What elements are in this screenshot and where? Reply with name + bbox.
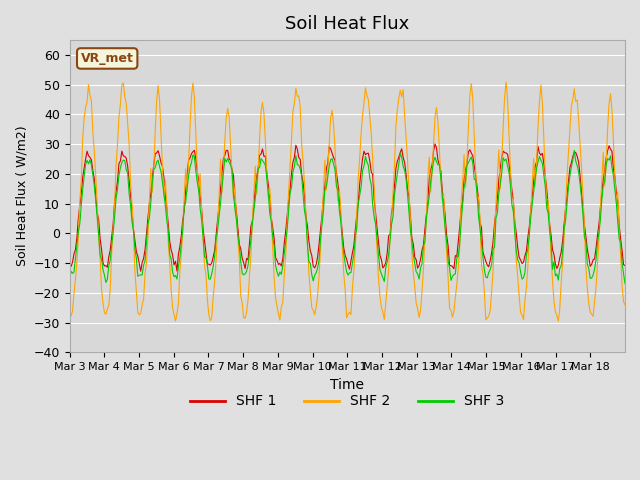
SHF 3 [461, 179, 469, 184]
SHF 2 [502, 79, 510, 85]
SHF 1 [465, 149, 472, 155]
SHF 3 [544, 210, 552, 216]
SHF 1 [353, 212, 360, 218]
SHF 1 [137, 268, 145, 274]
SHF 1 [620, 262, 627, 267]
SHF 2 [620, 299, 627, 304]
Title: Soil Heat Flux: Soil Heat Flux [285, 15, 410, 33]
SHF 1 [84, 153, 92, 159]
Line: SHF 3: SHF 3 [70, 150, 625, 284]
SHF 3 [570, 147, 578, 153]
Text: VR_met: VR_met [81, 52, 134, 65]
X-axis label: Time: Time [330, 377, 364, 392]
Y-axis label: Soil Heat Flux ( W/m2): Soil Heat Flux ( W/m2) [15, 126, 28, 266]
SHF 3 [621, 281, 629, 287]
SHF 1 [102, 263, 109, 269]
SHF 2 [66, 313, 74, 319]
SHF 2 [461, 185, 469, 191]
Legend: SHF 1, SHF 2, SHF 3: SHF 1, SHF 2, SHF 3 [185, 389, 510, 414]
SHF 3 [102, 279, 109, 285]
SHF 1 [66, 260, 74, 265]
SHF 3 [618, 261, 626, 266]
SHF 3 [66, 275, 74, 281]
Line: SHF 2: SHF 2 [70, 82, 625, 321]
SHF 1 [431, 141, 439, 147]
SHF 2 [84, 82, 92, 87]
SHF 1 [547, 232, 555, 238]
SHF 1 [621, 263, 629, 268]
SHF 3 [351, 233, 359, 239]
SHF 2 [621, 302, 629, 308]
SHF 2 [351, 245, 359, 251]
SHF 2 [102, 312, 109, 317]
SHF 3 [84, 161, 92, 167]
SHF 2 [546, 221, 554, 227]
SHF 2 [554, 318, 562, 324]
Line: SHF 1: SHF 1 [70, 144, 625, 271]
